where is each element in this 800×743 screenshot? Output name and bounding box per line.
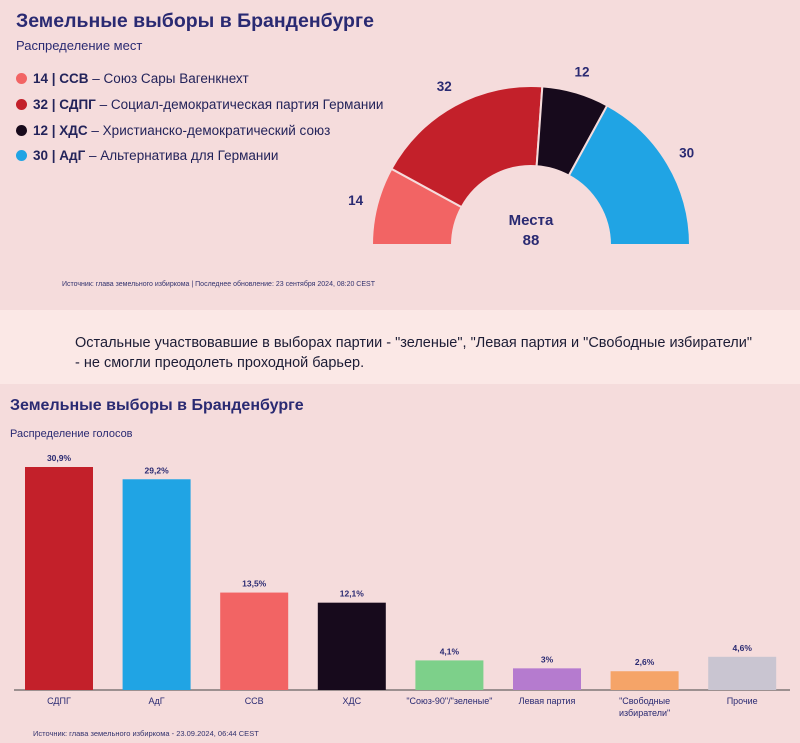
vote-bar: [220, 592, 289, 690]
vote-bar-category-label: "Свободные: [619, 696, 670, 706]
note-panel: [0, 310, 800, 384]
seats-subtitle: Распределение мест: [16, 38, 143, 53]
seats-title: Земельные выборы в Бранденбурге: [16, 10, 374, 32]
legend-dot: [16, 99, 27, 111]
seat-slice-label: 14: [348, 193, 364, 208]
vote-bar-value-label: 29,2%: [145, 465, 170, 475]
seat-slice-label: 12: [574, 64, 589, 79]
vote-bar: [122, 479, 191, 690]
seats-half-donut-chart: 14 32 12 30 Места 88: [348, 64, 694, 249]
vote-bar-category-label: СДПГ: [47, 696, 71, 706]
legend-dot: [16, 124, 27, 136]
vote-bar-category-label: ССВ: [245, 696, 264, 706]
legend-text: 30 | АдГ – Альтернатива для Германии: [33, 148, 278, 163]
vote-bar: [317, 602, 386, 690]
center-total: 88: [523, 232, 540, 249]
seat-slice: [567, 104, 692, 246]
legend-text: 12 | ХДС – Христианско-демократический с…: [33, 123, 330, 138]
vote-bar: [415, 660, 484, 690]
legend-party-name: – Христианско-демократический союз: [87, 122, 331, 138]
votes-source: Источник: глава земельного избиркома - 2…: [33, 729, 259, 738]
vote-bar-category-label: Прочие: [727, 696, 758, 706]
legend-item: 12 | ХДС – Христианско-демократический с…: [16, 117, 383, 143]
seats-source: Источник: глава земельного избиркома | П…: [62, 281, 375, 288]
legend-party-name: – Альтернатива для Германии: [85, 148, 279, 164]
vote-bar-category-label: ХДС: [342, 696, 361, 706]
legend-text: 14 | ССВ – Союз Сары Вагенкнехт: [33, 71, 249, 86]
legend-item: 14 | ССВ – Союз Сары Вагенкнехт: [16, 66, 383, 92]
vote-bar: [610, 671, 679, 690]
vote-bar-value-label: 2,6%: [635, 657, 655, 667]
seat-slice-label: 30: [679, 146, 694, 161]
vote-bar-value-label: 4,6%: [733, 643, 753, 653]
vote-bar: [708, 656, 777, 690]
legend-count-abbr: 12 | ХДС: [33, 122, 88, 138]
votes-bar-chart: 30,9% СДПГ 29,2% АдГ 13,5% ССВ 12,1% ХДС 4,1% "Со…: [14, 453, 790, 718]
legend-party-name: – Социал-демократическая партия Германии: [95, 97, 384, 113]
vote-bar-category-label: Левая партия: [519, 696, 576, 706]
legend-dot: [16, 73, 27, 85]
vote-bar-category-label: АдГ: [149, 696, 165, 706]
legend-item: 30 | АдГ – Альтернатива для Германии: [16, 143, 383, 169]
vote-bar-value-label: 30,9%: [47, 453, 72, 463]
votes-title: Земельные выборы в Бранденбурге: [10, 397, 304, 414]
vote-bar-value-label: 12,1%: [340, 589, 365, 599]
votes-subtitle: Распределение голосов: [10, 428, 133, 440]
legend-count-abbr: 30 | АдГ: [33, 148, 86, 164]
legend-item: 32 | СДПГ – Социал-демократическая парти…: [16, 92, 383, 118]
vote-bar-category-label: "Союз-90"/"зеленые": [406, 696, 492, 706]
seat-slice-label: 32: [437, 79, 452, 94]
legend-party-name: – Союз Сары Вагенкнехт: [88, 71, 249, 87]
seats-legend: 14 | ССВ – Союз Сары Вагенкнехт 32 | СДПГ…: [16, 66, 383, 169]
legend-text: 32 | СДПГ – Социал-демократическая парти…: [33, 97, 383, 112]
vote-bar-category-label: избиратели": [619, 708, 670, 718]
center-label: Места: [509, 212, 554, 229]
vote-bar-value-label: 3%: [541, 654, 554, 664]
legend-count-abbr: 14 | ССВ: [33, 71, 89, 87]
vote-bar: [25, 467, 93, 690]
seat-slice: [390, 85, 544, 209]
legend-dot: [16, 150, 27, 162]
vote-bar-value-label: 13,5%: [242, 579, 267, 589]
threshold-note: Остальные участвовавшие в выборах партии…: [75, 335, 753, 371]
vote-bar-value-label: 4,1%: [440, 646, 460, 656]
vote-bar: [513, 668, 581, 690]
legend-count-abbr: 32 | СДПГ: [33, 97, 96, 113]
